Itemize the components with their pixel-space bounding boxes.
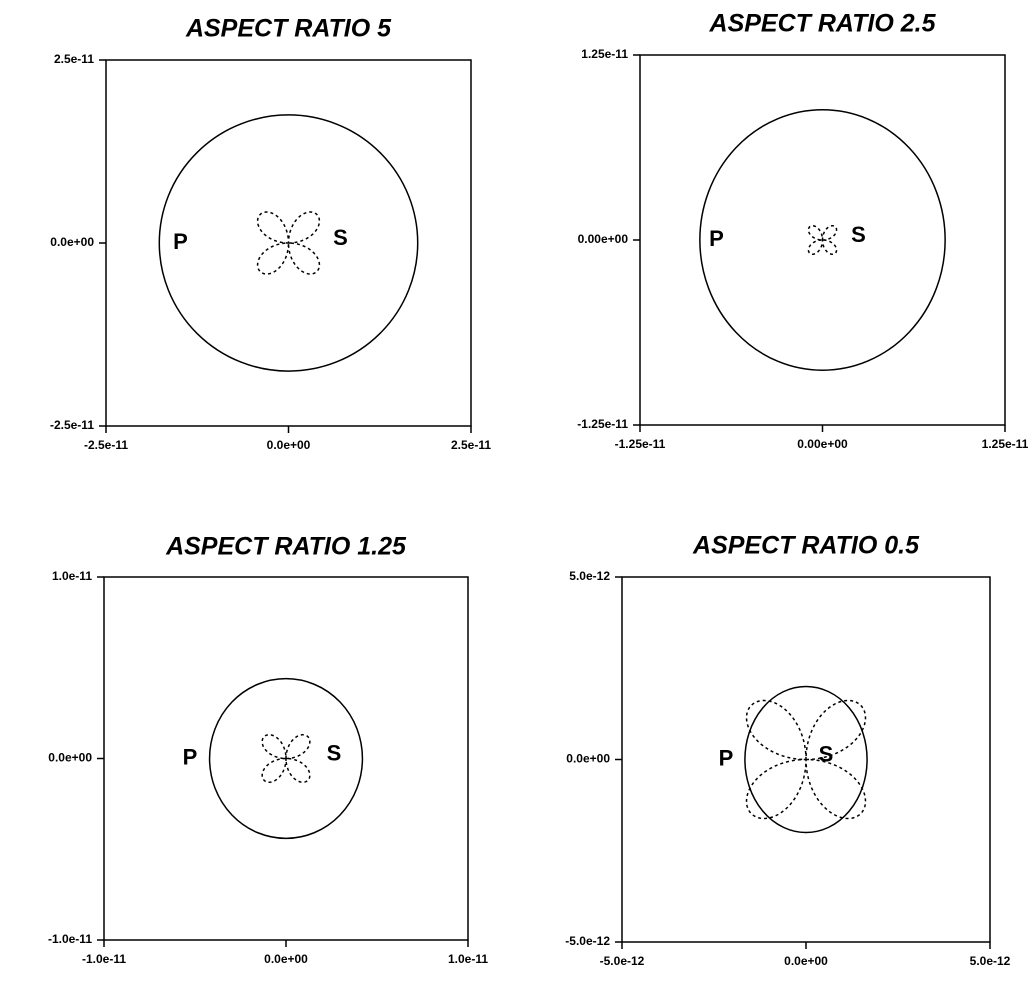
x-tick-label: -1.0e-11 [82, 952, 126, 966]
x-tick-label: 1.25e-11 [982, 437, 1029, 451]
x-tick-label: 0.0e+00 [264, 952, 308, 966]
chart-title: ASPECT RATIO 2.5 [709, 10, 937, 38]
y-tick-label: 5.0e-12 [569, 569, 610, 583]
x-tick-label: 0.0e+00 [267, 438, 311, 452]
y-tick-label: 2.5e-11 [54, 52, 94, 66]
p-wave-pattern [208, 677, 364, 840]
y-tick-label: -5.0e-12 [565, 934, 610, 948]
p-wave-pattern [699, 109, 946, 371]
y-tick-label: 0.0e+00 [48, 751, 92, 765]
y-tick-label: 0.0e+00 [50, 235, 94, 249]
y-tick-label: 1.0e-11 [52, 569, 92, 583]
x-tick-label: 5.0e-12 [970, 954, 1011, 968]
chart-title: ASPECT RATIO 0.5 [692, 532, 920, 560]
y-tick-label: -1.0e-11 [48, 932, 92, 946]
p-label: P [709, 226, 724, 251]
s-label: S [333, 225, 348, 250]
y-tick-label: -2.5e-11 [50, 418, 94, 432]
s-wave-pattern [261, 733, 311, 784]
s-wave-pattern [745, 699, 867, 820]
p-label: P [173, 229, 188, 254]
s-label: S [851, 222, 866, 247]
y-tick-label: 0.00e+00 [578, 232, 629, 246]
chart-title: ASPECT RATIO 1.25 [165, 533, 407, 561]
x-tick-label: -1.25e-11 [615, 437, 666, 451]
x-tick-label: 1.0e-11 [448, 952, 488, 966]
s-wave-pattern [807, 225, 838, 255]
x-tick-label: 0.0e+00 [784, 954, 828, 968]
chart-title: ASPECT RATIO 5 [185, 15, 392, 43]
x-tick-label: 2.5e-11 [451, 438, 491, 452]
x-tick-label: 0.00e+00 [797, 437, 848, 451]
y-tick-label: 0.0e+00 [566, 752, 610, 766]
p-wave-pattern [158, 114, 419, 372]
x-tick-label: -2.5e-11 [84, 438, 128, 452]
x-tick-label: -5.0e-12 [600, 954, 645, 968]
s-label: S [327, 740, 342, 765]
y-tick-label: -1.25e-11 [577, 417, 628, 431]
p-wave-pattern [744, 685, 868, 834]
y-tick-label: 1.25e-11 [581, 47, 628, 61]
p-label: P [719, 745, 734, 770]
p-label: P [183, 744, 198, 769]
s-label: S [819, 741, 834, 766]
s-wave-pattern [256, 211, 321, 275]
